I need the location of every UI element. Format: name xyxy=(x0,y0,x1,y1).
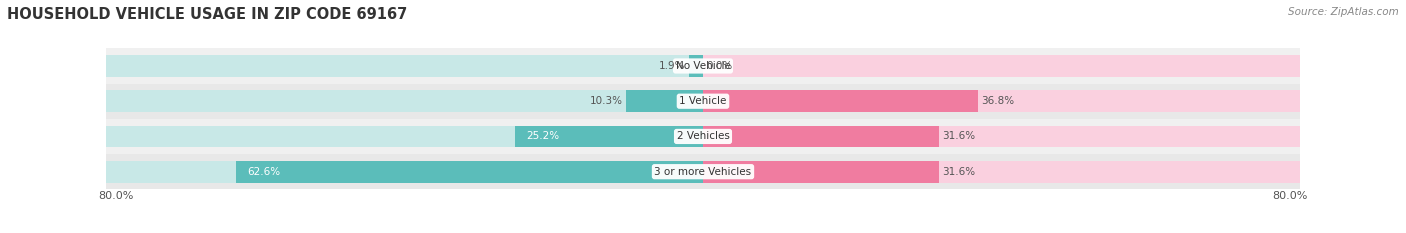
Bar xyxy=(703,126,939,147)
Text: 0.0%: 0.0% xyxy=(707,61,733,71)
Bar xyxy=(105,161,703,183)
Bar xyxy=(105,90,703,112)
Text: 2 Vehicles: 2 Vehicles xyxy=(676,131,730,141)
Text: 80.0%: 80.0% xyxy=(1272,191,1308,201)
Bar xyxy=(703,90,1301,112)
Text: 80.0%: 80.0% xyxy=(98,191,134,201)
Bar xyxy=(105,154,1301,189)
Bar xyxy=(703,55,1301,77)
Bar xyxy=(105,55,703,77)
Text: 3 or more Vehicles: 3 or more Vehicles xyxy=(654,167,752,177)
Bar xyxy=(703,161,939,183)
Text: 36.8%: 36.8% xyxy=(981,96,1015,106)
Bar xyxy=(703,126,1301,147)
Text: No Vehicle: No Vehicle xyxy=(675,61,731,71)
Text: 62.6%: 62.6% xyxy=(247,167,280,177)
Bar xyxy=(105,84,1301,119)
Text: Source: ZipAtlas.com: Source: ZipAtlas.com xyxy=(1288,7,1399,17)
Text: 1.9%: 1.9% xyxy=(658,61,685,71)
Text: 25.2%: 25.2% xyxy=(526,131,560,141)
Bar xyxy=(515,126,703,147)
Bar xyxy=(105,126,703,147)
Bar xyxy=(105,48,1301,84)
Bar xyxy=(105,119,1301,154)
Text: 1 Vehicle: 1 Vehicle xyxy=(679,96,727,106)
Bar xyxy=(689,55,703,77)
Bar xyxy=(703,90,977,112)
Text: 31.6%: 31.6% xyxy=(942,131,976,141)
Bar xyxy=(236,161,703,183)
Text: HOUSEHOLD VEHICLE USAGE IN ZIP CODE 69167: HOUSEHOLD VEHICLE USAGE IN ZIP CODE 6916… xyxy=(7,7,408,22)
Text: 31.6%: 31.6% xyxy=(942,167,976,177)
Text: 10.3%: 10.3% xyxy=(589,96,623,106)
Bar xyxy=(703,161,1301,183)
Bar xyxy=(626,90,703,112)
